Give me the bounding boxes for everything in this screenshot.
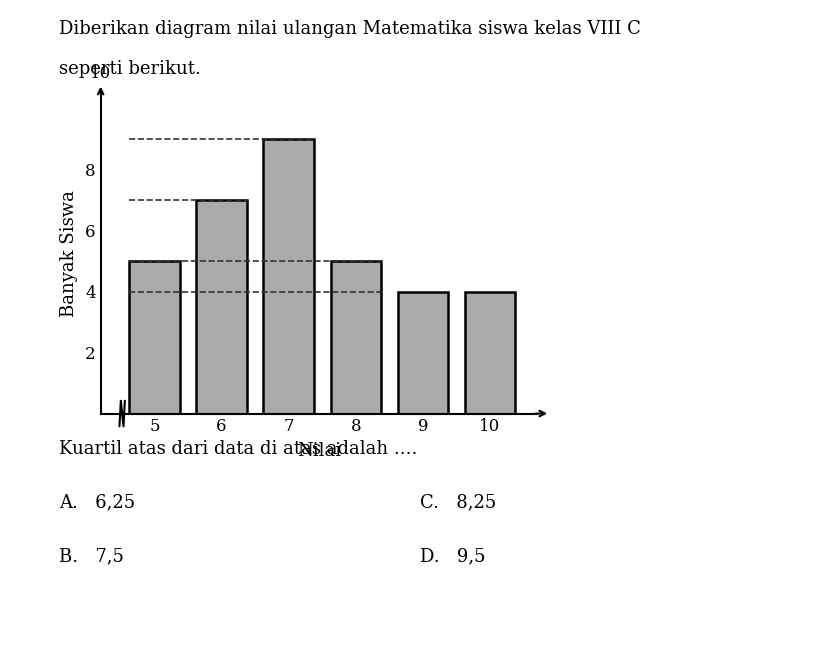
Bar — [398, 291, 448, 414]
Text: Kuartil atas dari data di atas adalah ....: Kuartil atas dari data di atas adalah ..… — [59, 440, 417, 458]
Text: A.   6,25: A. 6,25 — [59, 494, 135, 512]
Bar — [196, 200, 247, 414]
Bar — [331, 261, 381, 414]
Text: Diberikan diagram nilai ulangan Matematika siswa kelas VIII C: Diberikan diagram nilai ulangan Matemati… — [59, 20, 641, 38]
X-axis label: Nilai: Nilai — [297, 442, 341, 460]
Text: B.   7,5: B. 7,5 — [59, 547, 123, 565]
Text: 10: 10 — [90, 65, 112, 82]
Text: C.   8,25: C. 8,25 — [420, 494, 496, 512]
Bar — [129, 261, 180, 414]
Text: seperti berikut.: seperti berikut. — [59, 60, 201, 78]
Text: D.   9,5: D. 9,5 — [420, 547, 485, 565]
Bar — [465, 291, 515, 414]
Y-axis label: Banyak Siswa: Banyak Siswa — [60, 190, 78, 317]
Bar — [263, 139, 314, 414]
